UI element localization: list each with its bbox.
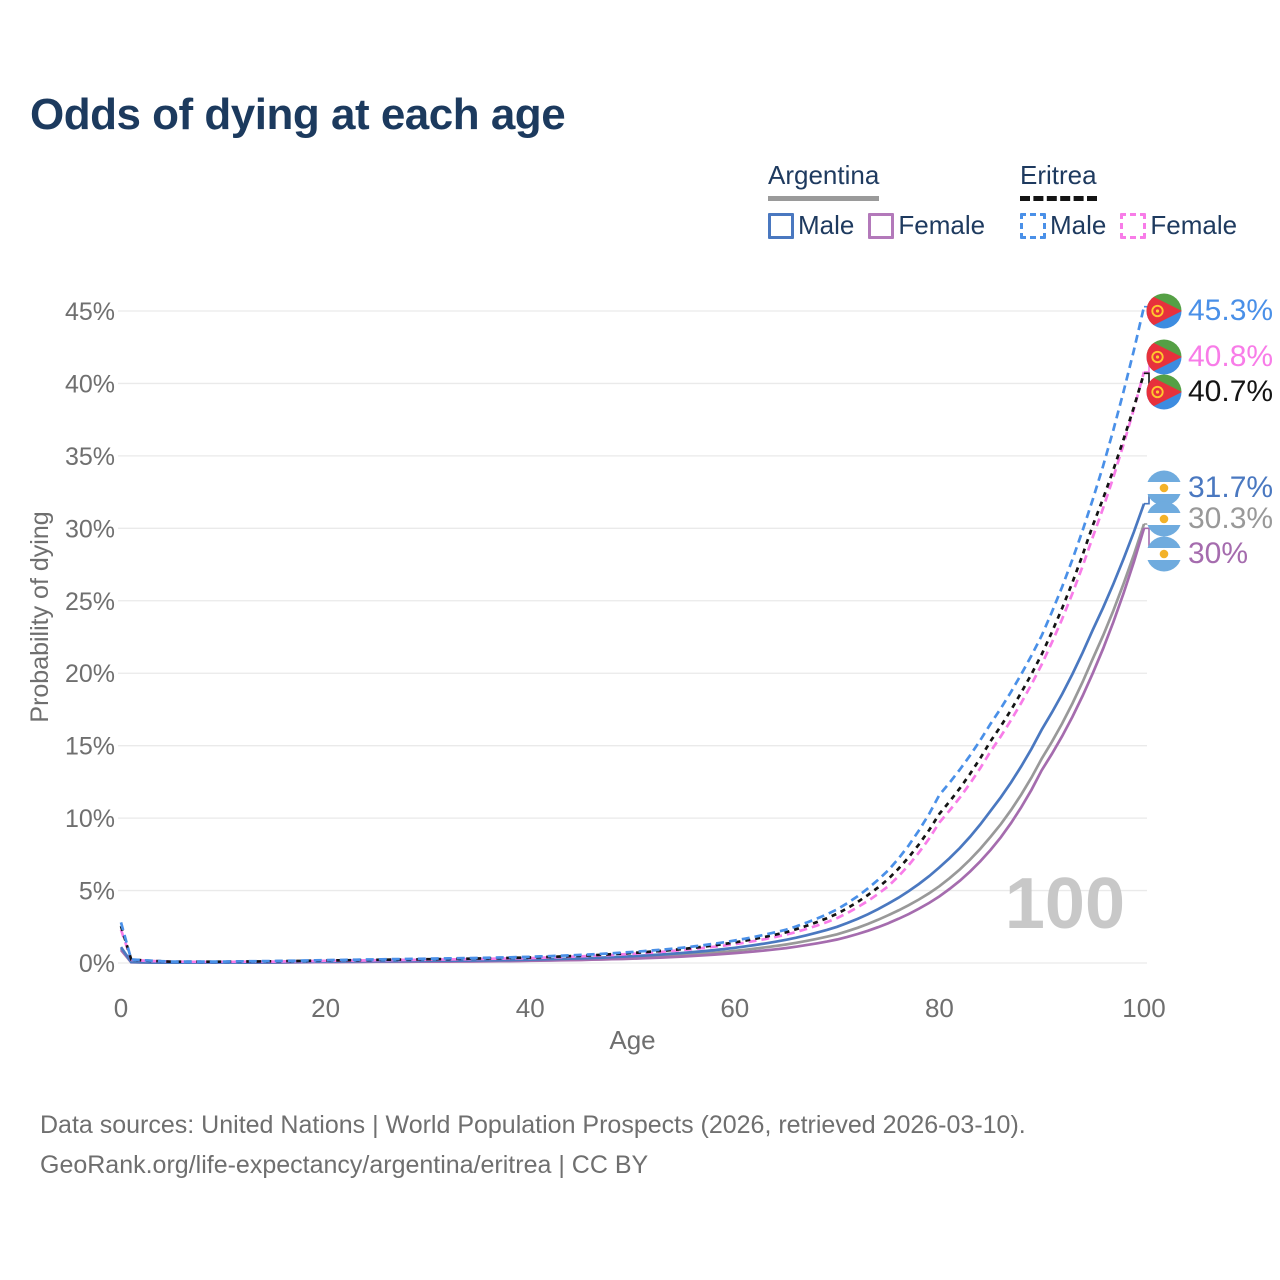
legend-group-argentina: Argentina Male Female <box>768 160 985 241</box>
legend-item-argentina-male[interactable]: Male <box>768 210 854 241</box>
end-label-argentina-both: 30.3% <box>1146 501 1273 537</box>
argentina-female-swatch-icon <box>868 212 895 239</box>
x-axis-title: Age <box>609 1025 655 1055</box>
end-label-eritrea-female: 40.8% <box>1146 339 1273 375</box>
eritrea-male-line <box>119 306 1146 963</box>
x-tick-label: 100 <box>1122 993 1165 1023</box>
end-value: 45.3% <box>1188 294 1274 327</box>
argentina-flag-icon <box>1146 501 1182 537</box>
x-tick-label: 20 <box>311 993 340 1023</box>
eritrea-flag-icon <box>1146 339 1182 375</box>
argentina-male-swatch-icon <box>768 212 794 239</box>
y-tick-label: 45% <box>65 298 115 326</box>
eritrea-flag-icon <box>1146 293 1182 329</box>
end-label-eritrea-both: 40.7% <box>1146 374 1273 410</box>
legend-item-eritrea-male[interactable]: Male <box>1020 210 1106 241</box>
end-value: 31.7% <box>1188 471 1274 504</box>
x-tick-label: 0 <box>114 993 128 1023</box>
footer: Data sources: United Nations | World Pop… <box>40 1105 1026 1185</box>
y-tick-label: 15% <box>65 733 115 761</box>
y-tick-label: 5% <box>79 878 115 906</box>
legend-country-eritrea[interactable]: Eritrea <box>1020 160 1097 201</box>
end-label-argentina-female: 30% <box>1146 536 1248 572</box>
eritrea-both-sexes-line <box>119 372 1146 964</box>
legend-label: Female <box>1150 210 1238 240</box>
end-value: 40.8% <box>1188 340 1274 373</box>
legend-label: Male <box>1050 210 1107 240</box>
y-tick-label: 40% <box>65 370 115 398</box>
legend-group-eritrea: Eritrea Male Female <box>1020 160 1237 241</box>
legend-country-argentina[interactable]: Argentina <box>768 160 880 201</box>
y-tick-label: 35% <box>65 443 115 471</box>
argentina-male-line <box>119 503 1146 965</box>
end-value: 30% <box>1188 537 1249 570</box>
data-sources-line: Data sources: United Nations | World Pop… <box>40 1111 1026 1139</box>
legend-label: Male <box>798 210 855 240</box>
eritrea-flag-icon <box>1146 374 1182 410</box>
argentina-flag-icon <box>1146 536 1182 572</box>
age-watermark: 100 <box>1004 864 1125 944</box>
y-axis-title: Probability of dying <box>26 511 54 722</box>
argentina-female-line <box>119 527 1146 965</box>
y-tick-label: 0% <box>79 950 115 978</box>
eritrea-male-swatch-icon <box>1020 212 1046 239</box>
y-tick-label: 30% <box>65 515 115 543</box>
legend-items-eritrea: Male Female <box>1020 210 1237 241</box>
legend-items-argentina: Male Female <box>768 210 985 241</box>
legend-item-eritrea-female[interactable]: Female <box>1120 210 1237 241</box>
end-label-eritrea-male: 45.3% <box>1146 293 1273 329</box>
end-value: 40.7% <box>1188 375 1274 408</box>
argentina-both-sexes-line <box>119 523 1146 965</box>
legend-label: Female <box>898 210 986 240</box>
y-tick-label: 20% <box>65 660 115 688</box>
attribution-line: GeoRank.org/life-expectancy/argentina/er… <box>40 1151 649 1179</box>
end-value: 30.3% <box>1188 502 1274 535</box>
x-tick-label: 40 <box>516 993 545 1023</box>
eritrea-female-swatch-icon <box>1120 212 1147 239</box>
eritrea-female-line <box>119 371 1146 964</box>
page-title: Odds of dying at each age <box>30 90 566 139</box>
x-tick-label: 80 <box>925 993 954 1023</box>
x-tick-label: 60 <box>720 993 749 1023</box>
y-tick-label: 25% <box>65 588 115 616</box>
legend-item-argentina-female[interactable]: Female <box>868 210 985 241</box>
end-label-argentina-male: 31.7% <box>1146 470 1273 506</box>
y-tick-label: 10% <box>65 805 115 833</box>
